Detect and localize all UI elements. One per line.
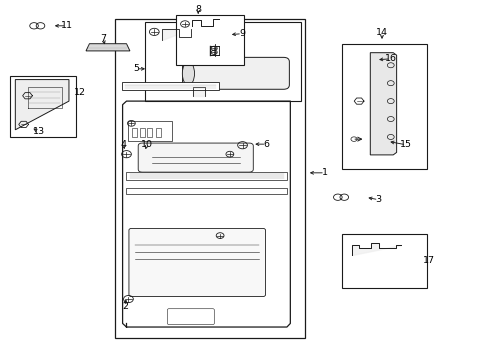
Text: 3: 3 [375, 195, 381, 204]
Bar [341, 44, 427, 169]
Polygon shape [86, 44, 130, 51]
Text: 9: 9 [239, 29, 244, 38]
Bar [126, 188, 287, 194]
Bar [122, 82, 219, 90]
Text: 13: 13 [33, 127, 45, 136]
Bar [176, 15, 244, 65]
Text: 14: 14 [375, 28, 387, 37]
Text: 1: 1 [321, 168, 327, 177]
Text: 11: 11 [61, 21, 72, 30]
Bar [115, 19, 305, 338]
Text: 10: 10 [141, 140, 153, 149]
Bar [132, 128, 137, 137]
Bar [144, 22, 300, 101]
Bar [140, 128, 144, 137]
Bar [10, 76, 76, 137]
Bar [126, 172, 287, 180]
Text: 12: 12 [74, 87, 85, 96]
Text: 5: 5 [133, 64, 139, 73]
Bar [147, 128, 152, 137]
Polygon shape [351, 243, 400, 255]
Polygon shape [15, 80, 69, 130]
Text: 6: 6 [263, 140, 269, 149]
FancyBboxPatch shape [182, 57, 289, 89]
Text: 7: 7 [100, 34, 106, 43]
Polygon shape [369, 53, 396, 155]
FancyBboxPatch shape [167, 309, 214, 324]
Bar [156, 128, 160, 137]
FancyBboxPatch shape [129, 228, 265, 297]
Bar [341, 234, 427, 288]
Text: 15: 15 [400, 140, 411, 149]
Text: 17: 17 [422, 256, 434, 265]
Bar [128, 121, 172, 140]
Text: 2: 2 [122, 302, 128, 311]
Ellipse shape [182, 62, 194, 85]
FancyBboxPatch shape [138, 143, 253, 172]
Text: 4: 4 [121, 140, 126, 149]
Text: 16: 16 [384, 54, 396, 63]
Text: 8: 8 [195, 5, 201, 14]
Polygon shape [193, 87, 205, 96]
Polygon shape [161, 30, 190, 40]
